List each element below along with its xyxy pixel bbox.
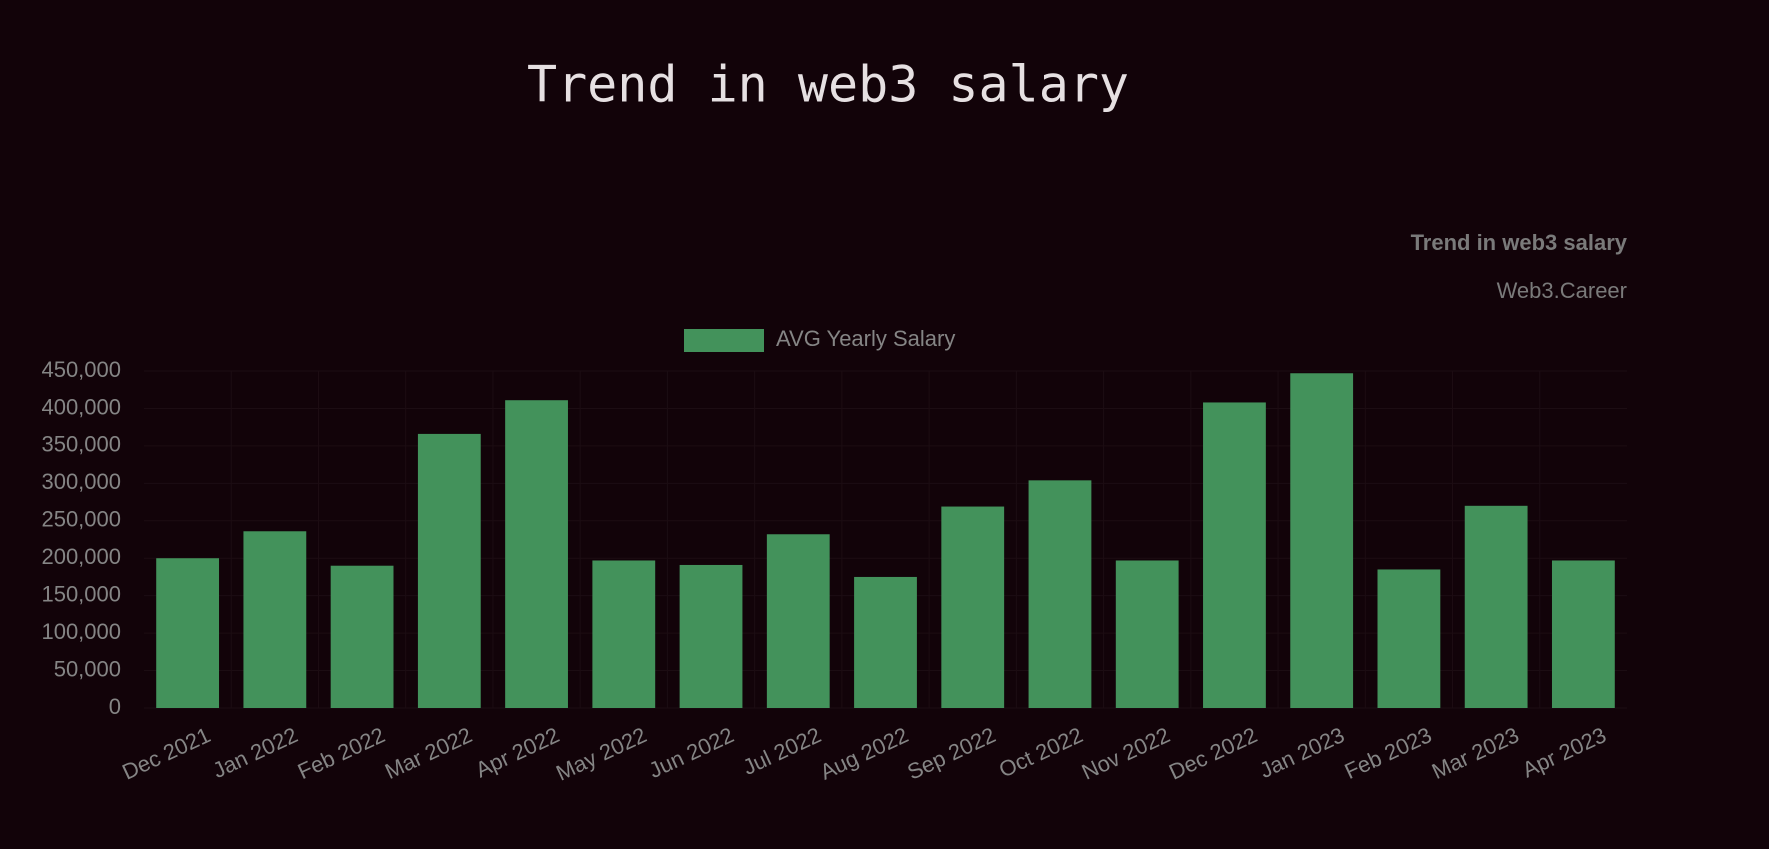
legend-label: AVG Yearly Salary (776, 326, 955, 351)
chart-subtitle: Web3.Career (1497, 278, 1627, 303)
bar (766, 534, 830, 708)
bar (156, 558, 220, 708)
chart-title: Trend in web3 salary (1411, 230, 1628, 255)
bar (592, 560, 656, 708)
y-tick-label: 300,000 (41, 469, 121, 494)
bar (1115, 560, 1179, 708)
legend-swatch (684, 329, 764, 352)
y-tick-label: 50,000 (54, 656, 121, 681)
y-tick-label: 350,000 (41, 432, 121, 457)
bar (1551, 560, 1615, 708)
y-tick-label: 250,000 (41, 507, 121, 532)
bar (330, 565, 394, 708)
bar (1203, 402, 1266, 708)
bar (1028, 480, 1092, 708)
y-tick-label: 150,000 (41, 581, 121, 606)
y-tick-label: 400,000 (41, 394, 121, 419)
bar (505, 400, 568, 708)
y-tick-label: 0 (109, 694, 121, 719)
y-tick-label: 100,000 (41, 619, 121, 644)
bar (417, 433, 481, 708)
bar (941, 506, 1005, 708)
bar (1377, 569, 1441, 708)
bar (854, 576, 917, 708)
y-tick-label: 450,000 (41, 357, 121, 382)
bar (679, 564, 743, 708)
y-tick-label: 200,000 (41, 544, 121, 569)
bar (1290, 373, 1354, 708)
bar (243, 531, 307, 708)
page-title: Trend in web3 salary (527, 56, 1129, 114)
bar (1464, 505, 1528, 708)
